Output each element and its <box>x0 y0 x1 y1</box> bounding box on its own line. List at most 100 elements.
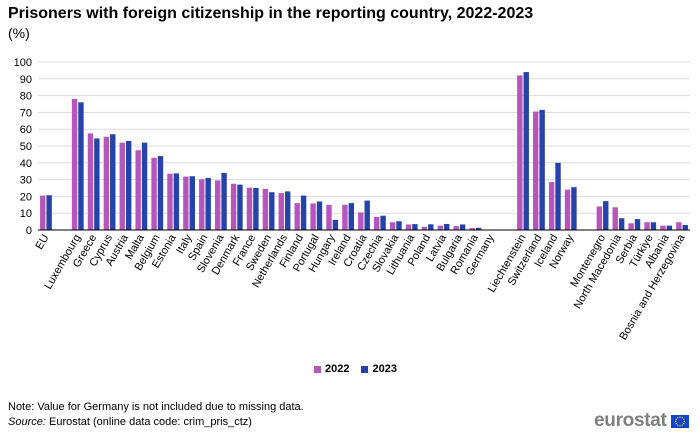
bar <box>253 188 259 230</box>
legend-label-2023: 2023 <box>372 363 397 375</box>
bar <box>316 201 323 230</box>
bar <box>517 75 523 230</box>
bar <box>199 179 205 230</box>
source-text: Eurostat (online data code: crim_pris_ct… <box>48 416 252 428</box>
bar <box>453 226 459 230</box>
bar <box>94 138 100 230</box>
y-tick-label: 60 <box>20 124 32 136</box>
bar <box>358 212 364 230</box>
bar <box>437 225 444 230</box>
bar <box>237 184 243 230</box>
y-tick-label: 10 <box>20 208 32 220</box>
bar <box>389 222 396 230</box>
bar <box>364 200 370 230</box>
bar <box>87 133 94 230</box>
y-tick-label: 20 <box>20 191 32 203</box>
y-tick-label: 0 <box>26 225 32 237</box>
bar <box>405 224 412 230</box>
bar <box>78 102 84 230</box>
legend-item-2022: 2022 <box>314 363 349 375</box>
bar <box>612 207 618 230</box>
bar <box>396 221 402 230</box>
bar <box>564 189 571 230</box>
bar <box>300 195 307 230</box>
bar <box>119 142 125 230</box>
bar <box>269 192 275 230</box>
bar <box>284 191 291 230</box>
legend-label-2022: 2022 <box>325 363 350 375</box>
y-tick-label: 70 <box>20 107 32 119</box>
legend-swatch-2023 <box>361 365 369 373</box>
legend-swatch-2022 <box>314 365 321 373</box>
y-tick-label: 90 <box>20 74 32 86</box>
bar <box>533 111 539 230</box>
bar <box>326 204 332 230</box>
bar <box>634 219 641 230</box>
bar <box>71 98 78 231</box>
bar <box>421 226 428 230</box>
legend-item-2023: 2023 <box>361 363 397 375</box>
logo-text: eurostat <box>594 410 667 431</box>
bar <box>555 162 561 230</box>
footnote: Note: Value for Germany is not included … <box>8 401 304 413</box>
bar <box>183 176 189 230</box>
bar <box>373 216 380 230</box>
bar <box>278 193 284 230</box>
bar <box>412 224 418 230</box>
bar <box>348 203 355 230</box>
bar <box>660 225 666 230</box>
bar <box>342 204 348 230</box>
bar <box>380 215 386 230</box>
bar <box>110 134 116 230</box>
bar <box>650 222 657 230</box>
bar <box>246 187 253 230</box>
bar <box>294 203 300 230</box>
bar <box>103 136 110 230</box>
bar <box>40 195 46 230</box>
bar <box>571 187 577 230</box>
chart-unit: (%) <box>8 25 30 41</box>
bar <box>157 156 164 230</box>
bar <box>475 227 482 230</box>
bar <box>125 140 132 230</box>
source-label: Source: <box>8 416 46 428</box>
chart-title: Prisoners with foreign citizenship in th… <box>8 5 534 22</box>
y-tick-label: 50 <box>20 141 32 153</box>
bar <box>548 182 555 230</box>
bar <box>444 223 450 230</box>
y-tick-label: 40 <box>20 158 32 170</box>
bar <box>539 109 545 230</box>
y-tick-label: 80 <box>20 91 32 103</box>
bar <box>262 188 269 230</box>
eurostat-logo: eurostat <box>594 410 689 432</box>
bar <box>214 180 221 230</box>
bar <box>676 222 682 230</box>
bar <box>618 218 625 230</box>
bar <box>644 222 650 230</box>
bar <box>596 206 603 230</box>
bar <box>682 224 688 230</box>
bar <box>135 150 141 230</box>
eu-flag-icon <box>670 414 689 428</box>
x-tick-label: EU <box>34 232 52 251</box>
bar <box>141 142 148 230</box>
bar <box>46 195 52 230</box>
bar <box>205 177 211 230</box>
bar <box>221 172 227 230</box>
bar <box>666 225 673 230</box>
legend: 2022 2023 <box>314 363 409 375</box>
bar <box>628 223 634 230</box>
bar <box>332 219 339 230</box>
bar <box>603 201 609 230</box>
bar <box>523 72 529 230</box>
bar <box>310 203 316 230</box>
bar <box>189 176 195 230</box>
bar <box>428 224 434 230</box>
bar <box>230 183 237 230</box>
bar <box>151 157 157 230</box>
bar <box>167 173 173 230</box>
bar <box>459 224 466 230</box>
bar <box>469 227 475 230</box>
source-line: Source: Eurostat (online data code: crim… <box>8 416 252 428</box>
